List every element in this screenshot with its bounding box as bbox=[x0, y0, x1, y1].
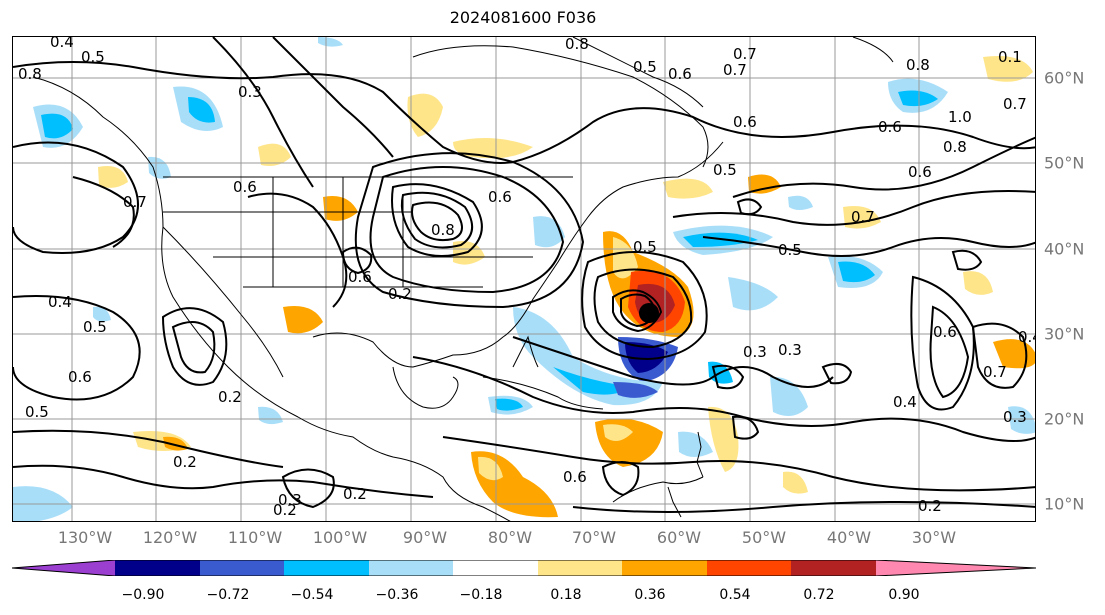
contour-label: 0.5 bbox=[713, 161, 737, 179]
lon-label: 50°W bbox=[741, 528, 787, 547]
lon-label: 100°W bbox=[312, 528, 368, 547]
colorbar-tick-label: 0.36 bbox=[634, 587, 666, 603]
lat-label: 50°N bbox=[1044, 153, 1085, 173]
contour-label: 0.5 bbox=[633, 238, 657, 256]
colorbar-segment bbox=[115, 560, 200, 576]
contour-label: 0.5 bbox=[25, 403, 49, 421]
map-canvas: 0.4 0.5 0.8 0.3 0.7 0.6 0.8 0.7 0.6 0.5 … bbox=[13, 37, 1036, 521]
contour-label: 0.8 bbox=[18, 65, 42, 83]
contour-label: 1.0 bbox=[948, 108, 972, 126]
contour-label: 0.6 bbox=[488, 188, 512, 206]
contour-label: 0.6 bbox=[68, 368, 92, 386]
contour-label: 0.3 bbox=[778, 341, 802, 359]
contour-label: 0.6 bbox=[908, 163, 932, 181]
contour-label: 0.5 bbox=[778, 241, 802, 259]
contour-label: 0.8 bbox=[565, 37, 589, 53]
contour-lines bbox=[13, 37, 1035, 513]
lat-label: 10°N bbox=[1044, 494, 1085, 514]
contour-label: 0.2 bbox=[343, 485, 367, 503]
colorbar-tick-label: 0.54 bbox=[719, 587, 751, 603]
colorbar-segment bbox=[453, 560, 538, 576]
contour-label: 0.2 bbox=[218, 388, 242, 406]
contour-label: 0.2 bbox=[273, 501, 297, 519]
contour-label: 0.7 bbox=[1003, 95, 1027, 113]
contour-label-layer: 0.4 0.5 0.8 0.3 0.7 0.6 0.8 0.7 0.6 0.5 … bbox=[18, 37, 1036, 519]
colorbar-segment bbox=[791, 560, 876, 576]
lon-label: 60°W bbox=[656, 528, 702, 547]
colorbar-tick-label: 0.72 bbox=[803, 587, 835, 603]
colorbar-segment bbox=[538, 560, 622, 576]
contour-label: 0.6 bbox=[668, 65, 692, 83]
contour-label: 0.6 bbox=[933, 323, 957, 341]
colorbar-segment bbox=[200, 560, 284, 576]
contour-label: 0.7 bbox=[983, 363, 1007, 381]
contour-label: 0.7 bbox=[851, 208, 875, 226]
contour-label: 0.3 bbox=[1003, 408, 1027, 426]
contour-label: 0.6 bbox=[733, 113, 757, 131]
lon-label: 120°W bbox=[142, 528, 198, 547]
contour-label: 0.1 bbox=[998, 48, 1022, 66]
contour-label: 0.7 bbox=[733, 45, 757, 63]
lat-label: 30°N bbox=[1044, 324, 1085, 344]
contour-label: 0.8 bbox=[431, 221, 455, 239]
colorbar-max-arrow bbox=[876, 560, 1036, 576]
coastlines bbox=[32, 37, 894, 521]
lon-label: 130°W bbox=[57, 528, 113, 547]
colorbar-tick-label: −0.90 bbox=[121, 587, 165, 603]
contour-label: 0.6 bbox=[878, 118, 902, 136]
colorbar-tick-label: 0.90 bbox=[888, 587, 920, 603]
contour-label: 0.4 bbox=[48, 293, 72, 311]
contour-label: 0.2 bbox=[173, 453, 197, 471]
contour-label: 0.8 bbox=[906, 56, 930, 74]
contour-label: 0.3 bbox=[743, 343, 767, 361]
lat-label: 60°N bbox=[1044, 68, 1085, 88]
contour-label: 0.4 bbox=[893, 393, 917, 411]
contour-label: 0.6 bbox=[563, 468, 587, 486]
lat-label: 40°N bbox=[1044, 239, 1085, 259]
colorbar-tick-label: −0.36 bbox=[375, 587, 419, 603]
contour-label: 0.6 bbox=[233, 178, 257, 196]
lon-label: 40°W bbox=[826, 528, 872, 547]
contour-label: 0.4 bbox=[50, 37, 74, 51]
map-title: 2024081600 F036 bbox=[449, 8, 597, 27]
contour-label: 0.2 bbox=[388, 285, 412, 303]
contour-label: 0.5 bbox=[81, 48, 105, 66]
storm-center-marker bbox=[639, 303, 659, 323]
lon-label: 80°W bbox=[487, 528, 533, 547]
contour-label: 0.7 bbox=[123, 193, 147, 211]
colorbar-tick-label: −0.54 bbox=[290, 587, 334, 603]
colorbar-tick-label: 0.18 bbox=[550, 587, 582, 603]
colorbar-segment bbox=[707, 560, 791, 576]
lon-label: 30°W bbox=[911, 528, 957, 547]
contour-label: 0.2 bbox=[918, 497, 942, 515]
contour-label: 0.3 bbox=[278, 491, 302, 509]
colorbar-min-arrow bbox=[12, 560, 115, 576]
weather-map: 0.4 0.5 0.8 0.3 0.7 0.6 0.8 0.7 0.6 0.5 … bbox=[12, 36, 1036, 522]
colorbar-tick-label: −0.72 bbox=[206, 587, 250, 603]
lon-label: 110°W bbox=[227, 528, 283, 547]
colorbar bbox=[12, 560, 1036, 576]
contour-label: 0.6 bbox=[348, 268, 372, 286]
colorbar-segment bbox=[284, 560, 369, 576]
contour-label: 0.7 bbox=[723, 61, 747, 79]
contour-label: 0.5 bbox=[633, 58, 657, 76]
lon-label: 70°W bbox=[571, 528, 617, 547]
contour-label: 0.5 bbox=[83, 318, 107, 336]
colorbar-tick-label: −0.18 bbox=[459, 587, 503, 603]
graticule bbox=[13, 37, 1035, 521]
lat-label: 20°N bbox=[1044, 409, 1085, 429]
colorbar-segment bbox=[369, 560, 453, 576]
lon-label: 90°W bbox=[402, 528, 448, 547]
colorbar-segment bbox=[622, 560, 707, 576]
contour-label: 0.8 bbox=[943, 138, 967, 156]
contour-label: 0.3 bbox=[238, 83, 262, 101]
contour-label: 0.4 bbox=[1018, 328, 1036, 346]
